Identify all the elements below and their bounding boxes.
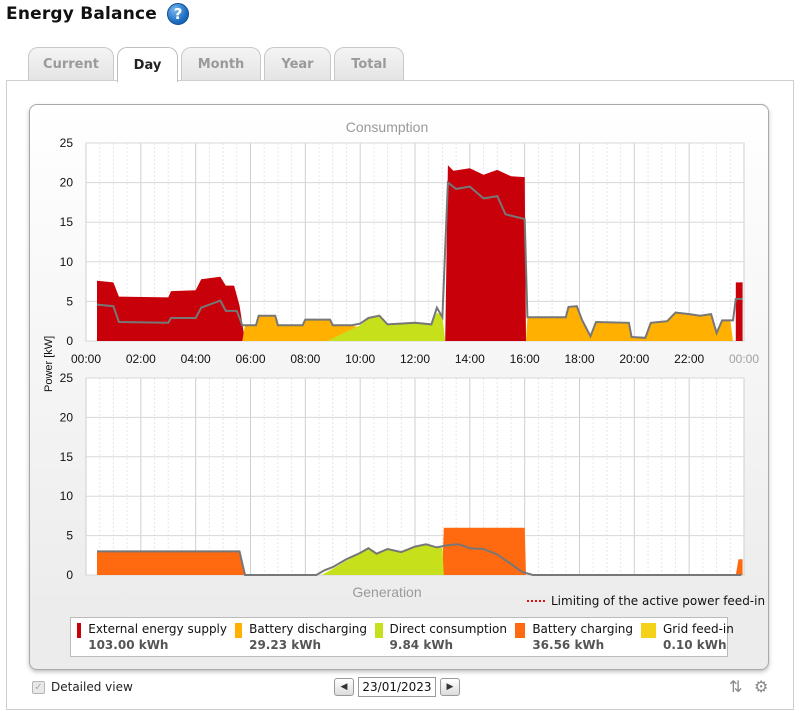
limit-note-label: Limiting of the active power feed-in xyxy=(551,594,766,608)
y-tick-label: 5 xyxy=(66,294,73,308)
legend-swatch xyxy=(77,623,82,638)
legend-item-grid-feed-in[interactable]: Grid feed-in 0.10 kWh xyxy=(641,622,734,653)
legend-label: Battery charging xyxy=(532,622,633,636)
legend-swatch xyxy=(641,623,656,638)
legend-value: 9.84 kWh xyxy=(389,638,454,652)
y-tick-label: 10 xyxy=(60,489,74,503)
page-title: Energy Balance xyxy=(6,4,158,24)
y-tick-label: 20 xyxy=(60,176,74,190)
y-tick-label: 0 xyxy=(66,568,73,582)
legend-item-external[interactable]: External energy supply 103.00 kWh xyxy=(77,622,227,653)
detailed-view-checkbox[interactable]: ✓ xyxy=(32,680,45,694)
y-tick-label: 0 xyxy=(66,334,73,348)
x-tick-label: 18:00 xyxy=(564,352,594,366)
chevron-left-icon[interactable]: ◀ xyxy=(334,678,354,696)
y-tick-label: 25 xyxy=(60,371,74,385)
generation-title: Generation xyxy=(352,584,421,600)
legend-value: 36.56 kWh xyxy=(532,638,605,652)
consumption-title: Consumption xyxy=(346,119,429,135)
help-icon[interactable]: ? xyxy=(167,3,190,25)
x-tick-label: 20:00 xyxy=(619,352,649,366)
tab-year[interactable]: Year xyxy=(264,47,331,81)
chevron-right-icon[interactable]: ▶ xyxy=(440,678,460,696)
y-tick-label: 20 xyxy=(60,410,74,424)
x-tick-label: 12:00 xyxy=(400,352,430,366)
y-tick-label: 25 xyxy=(60,136,74,150)
total-power-line xyxy=(96,180,743,339)
limit-note: Limiting of the active power feed-in xyxy=(527,594,765,608)
legend-value: 29.23 kWh xyxy=(249,638,322,652)
x-tick-label: 14:00 xyxy=(455,352,485,366)
x-tick-label: 00:00 xyxy=(729,352,759,366)
x-tick-label: 10:00 xyxy=(345,352,375,366)
series-area-battery-charging xyxy=(97,527,743,575)
x-tick-label: 04:00 xyxy=(181,352,211,366)
y-tick-label: 15 xyxy=(60,215,74,229)
date-field[interactable]: 23/01/2023 xyxy=(358,677,436,697)
legend-value: 103.00 kWh xyxy=(88,638,169,652)
legend-item-direct-consumption[interactable]: Direct consumption 9.84 kWh xyxy=(375,622,507,653)
legend-label: Battery discharging xyxy=(249,622,367,636)
tab-total[interactable]: Total xyxy=(334,47,404,81)
legend-item-battery-discharging[interactable]: Battery discharging 29.23 kWh xyxy=(235,622,367,653)
gear-icon[interactable]: ⚙ xyxy=(754,677,769,696)
legend-swatch xyxy=(375,623,383,638)
x-tick-label: 08:00 xyxy=(290,352,320,366)
x-tick-label: 22:00 xyxy=(674,352,704,366)
series-area-direct-consumption xyxy=(327,312,446,341)
y-tick-label: 10 xyxy=(60,255,74,269)
legend-item-battery-charging[interactable]: Battery charging 36.56 kWh xyxy=(515,622,633,653)
x-tick-label: 00:00 xyxy=(71,352,101,366)
tab-month[interactable]: Month xyxy=(181,47,261,81)
legend-label: Direct consumption xyxy=(389,622,507,636)
legend-label: External energy supply xyxy=(88,622,227,636)
sort-icon[interactable]: ⇅ xyxy=(729,677,743,696)
legend-value: 0.10 kWh xyxy=(663,638,727,652)
legend-swatch xyxy=(235,623,243,638)
x-tick-label: 06:00 xyxy=(235,352,265,366)
legend-swatch xyxy=(515,623,526,638)
y-axis-label: Power [kW] xyxy=(43,336,55,392)
detailed-view-toggle[interactable]: ✓ Detailed view xyxy=(32,680,133,694)
x-tick-label: 02:00 xyxy=(126,352,156,366)
y-tick-label: 5 xyxy=(66,529,73,543)
tab-day[interactable]: Day xyxy=(117,47,178,82)
tab-current[interactable]: Current xyxy=(28,47,114,81)
legend-label: Grid feed-in xyxy=(663,622,734,636)
series-area-direct-consumption xyxy=(321,544,444,575)
title-bar: Energy Balance ? xyxy=(6,2,190,26)
total-power-line xyxy=(97,543,742,576)
date-navigation: ◀ 23/01/2023 ▶ xyxy=(334,677,460,697)
y-tick-label: 15 xyxy=(60,450,74,464)
period-tabs: Current Day Month Year Total xyxy=(28,47,407,82)
detailed-view-label: Detailed view xyxy=(51,680,133,694)
legend: External energy supply 103.00 kWh Battery… xyxy=(70,617,734,657)
limit-dash-icon xyxy=(527,600,545,602)
x-tick-label: 16:00 xyxy=(510,352,540,366)
